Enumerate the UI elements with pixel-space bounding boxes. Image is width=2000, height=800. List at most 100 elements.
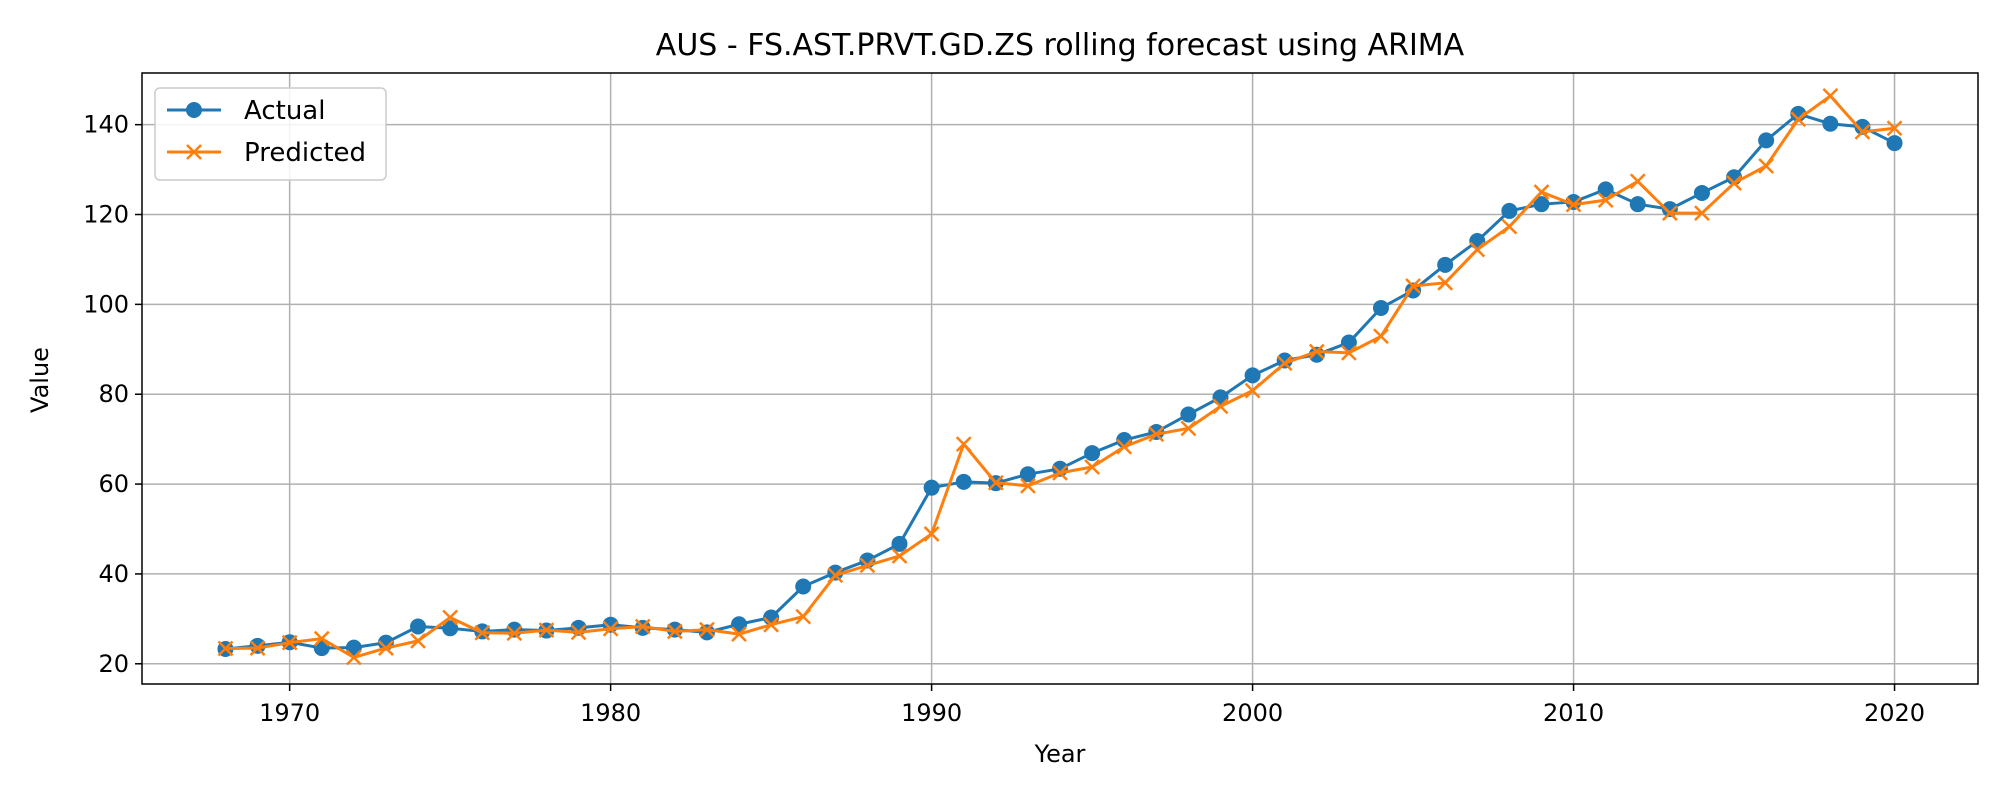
y-tick-label: 120 — [83, 201, 129, 229]
predicted-point — [1886, 120, 1903, 137]
predicted-point — [634, 618, 651, 635]
predicted-point — [1597, 192, 1614, 209]
predicted-point — [1212, 398, 1229, 415]
actual-point — [1276, 352, 1293, 369]
predicted-point — [1661, 205, 1678, 222]
legend: Actual Predicted — [154, 87, 387, 181]
predicted-point — [1437, 274, 1454, 291]
actual-point — [955, 473, 972, 490]
x-axis-ticks: 1970 1980 1990 2000 2010 2020 — [259, 684, 1925, 727]
predicted-point — [1373, 328, 1389, 345]
actual-point — [1244, 367, 1261, 384]
actual-point — [1533, 196, 1550, 213]
actual-point — [698, 624, 715, 641]
series-layer — [217, 88, 1903, 666]
actual-point — [1372, 299, 1389, 316]
predicted-point — [1244, 382, 1261, 399]
legend-predicted-marker — [186, 144, 202, 160]
actual-point — [1693, 184, 1710, 201]
actual-point — [1565, 193, 1582, 210]
predicted-point — [1052, 464, 1068, 481]
y-axis-ticks: 20 40 60 80 100 120 140 — [83, 111, 142, 678]
predicted-point — [1790, 111, 1807, 128]
predicted-point — [763, 616, 780, 633]
actual-point — [1758, 132, 1775, 149]
grid-lines — [142, 73, 1978, 684]
predicted-point — [442, 609, 459, 626]
actual-point — [506, 621, 523, 638]
legend-predicted-label: Predicted — [244, 138, 366, 168]
actual-point — [1340, 334, 1357, 351]
predicted-point — [795, 608, 812, 625]
predicted-point — [506, 625, 523, 642]
x-tick-label: 1990 — [901, 699, 962, 727]
actual-point — [249, 637, 266, 654]
actual-point — [1629, 196, 1646, 213]
x-tick-label: 1980 — [580, 699, 641, 727]
actual-point — [795, 578, 812, 595]
predicted-point — [1726, 175, 1742, 191]
legend-actual-marker — [186, 102, 202, 118]
x-tick-label: 2020 — [1864, 699, 1925, 727]
predicted-point — [249, 640, 266, 656]
predicted-point — [1501, 218, 1518, 235]
predicted-point — [1629, 173, 1646, 190]
predicted-point — [1565, 196, 1582, 213]
predicted-point — [1084, 459, 1100, 475]
predicted-point — [827, 567, 844, 584]
y-axis-label: Value — [26, 347, 54, 413]
predicted-point — [1276, 355, 1293, 372]
predicted-point — [955, 436, 972, 452]
predicted-point — [217, 640, 234, 657]
predicted-point — [1148, 426, 1165, 443]
actual-point — [410, 618, 427, 635]
predicted-point — [1308, 343, 1325, 360]
actual-point — [666, 621, 683, 638]
y-tick-label: 140 — [83, 111, 129, 139]
predicted-point — [1533, 184, 1550, 200]
predicted-point — [859, 557, 876, 574]
actual-point — [1019, 466, 1036, 483]
predicted-point — [378, 640, 394, 656]
series-predicted — [217, 88, 1903, 666]
actual-point — [731, 616, 748, 633]
predicted-point — [1469, 241, 1486, 258]
x-tick-label: 1970 — [259, 699, 320, 727]
actual-point — [442, 620, 459, 637]
predicted-point — [987, 474, 1004, 491]
predicted-point — [1405, 278, 1421, 294]
y-tick-label: 20 — [98, 650, 129, 678]
x-axis-label: Year — [1034, 740, 1086, 768]
predicted-point — [666, 623, 683, 640]
actual-point — [827, 564, 844, 581]
actual-point — [1886, 135, 1903, 152]
x-tick-label: 2000 — [1222, 699, 1283, 727]
predicted-point — [1116, 438, 1133, 455]
actual-point — [1084, 445, 1101, 462]
predicted-point — [281, 634, 298, 651]
predicted-point — [1822, 88, 1839, 104]
actual-point — [1437, 256, 1454, 273]
y-tick-label: 100 — [83, 290, 129, 318]
predicted-point — [538, 622, 555, 638]
predicted-point — [1180, 420, 1197, 437]
predicted-point — [891, 548, 908, 564]
actual-point — [1501, 202, 1518, 219]
predicted-point — [1854, 123, 1871, 140]
predicted-point — [1340, 345, 1357, 361]
y-tick-label: 40 — [98, 560, 129, 588]
y-tick-label: 60 — [98, 470, 129, 498]
predicted-point — [923, 526, 940, 542]
predicted-point — [1694, 205, 1710, 222]
predicted-point — [345, 649, 362, 666]
predicted-point — [1020, 477, 1036, 494]
actual-point — [345, 639, 362, 656]
predicted-point — [410, 632, 426, 649]
actual-point — [923, 479, 940, 496]
predicted-point — [699, 621, 715, 638]
x-tick-label: 2010 — [1543, 699, 1604, 727]
predicted-point — [474, 624, 491, 641]
actual-point — [1822, 115, 1839, 132]
plot-area-frame — [141, 72, 1979, 685]
